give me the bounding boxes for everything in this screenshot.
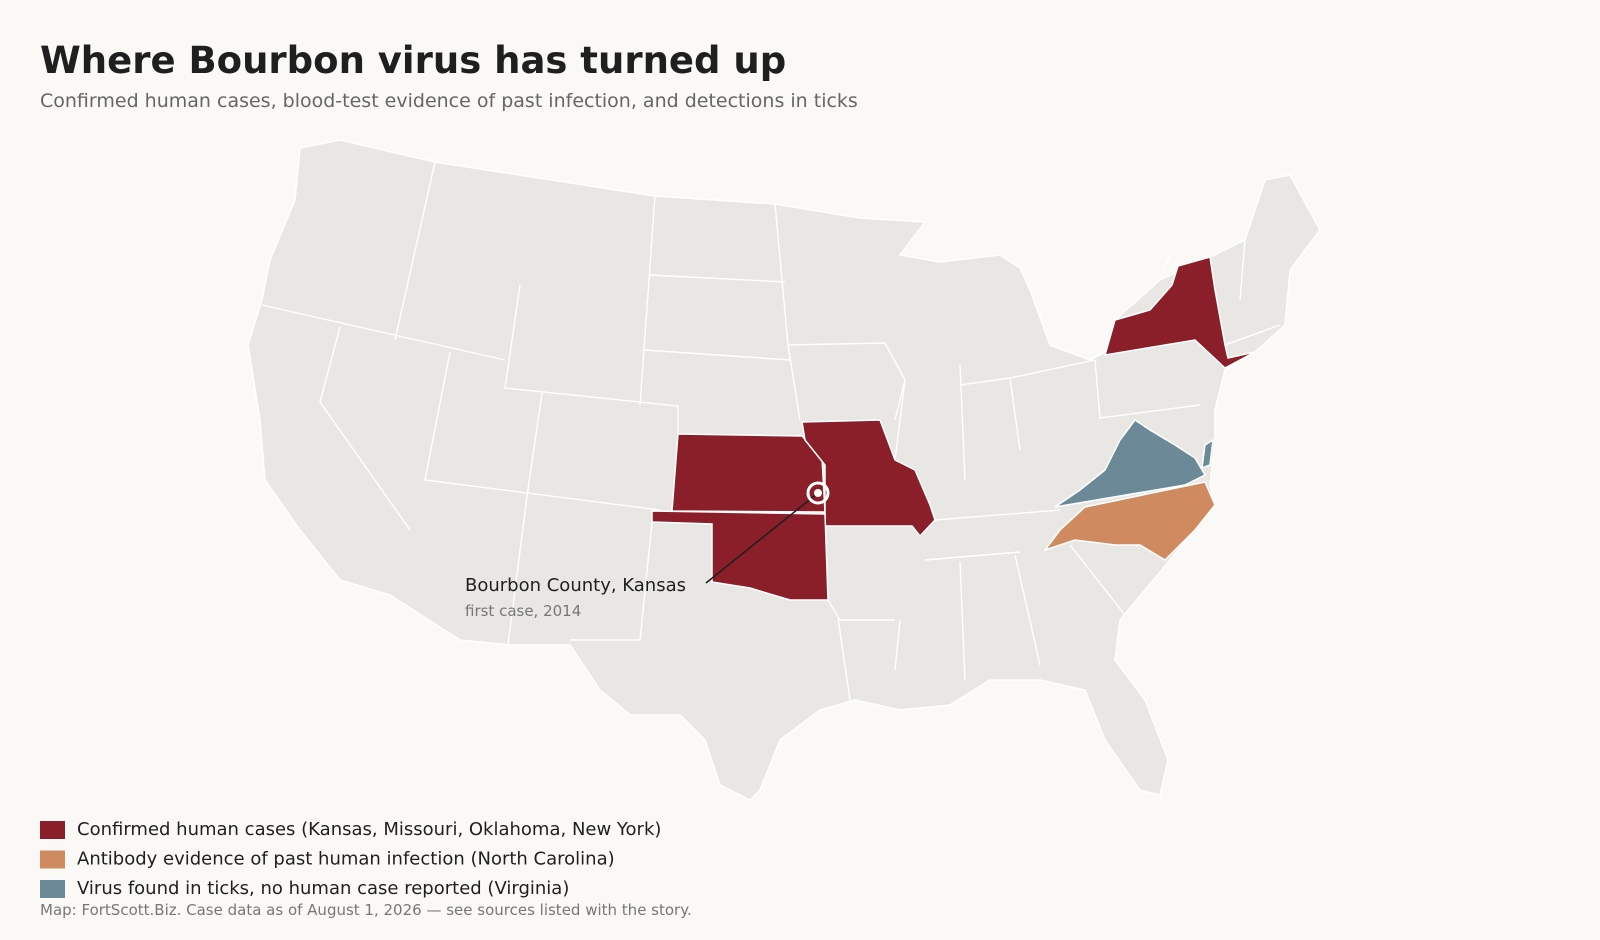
- map: Bourbon County, Kansas first case, 2014: [247, 139, 1321, 801]
- state-missouri: [801, 419, 936, 538]
- title: Where Bourbon virus has turned up: [40, 39, 786, 82]
- annotation-note: first case, 2014: [465, 602, 581, 620]
- legend: Confirmed human cases (Kansas, Missouri,…: [40, 819, 661, 899]
- subtitle: Confirmed human cases, blood-test eviden…: [40, 90, 858, 112]
- state-borders: [261, 161, 1281, 701]
- county-marker: [806, 481, 830, 505]
- legend-swatch: [40, 850, 65, 869]
- legend-swatch: [40, 821, 65, 839]
- leader-line: [705, 492, 819, 584]
- footer: Map: FortScott.Biz. Case data as of Augu…: [40, 901, 692, 919]
- legend-label: Antibody evidence of past human infectio…: [77, 849, 615, 870]
- legend-label: Virus found in ticks, no human case repo…: [77, 878, 569, 899]
- annotation-label: Bourbon County, Kansas: [465, 575, 686, 596]
- legend-label: Confirmed human cases (Kansas, Missouri,…: [77, 819, 661, 840]
- state-virginia: [1054, 418, 1207, 508]
- state-kansas: [671, 433, 826, 513]
- state-new-york: [1103, 256, 1256, 369]
- state-virginia-shore: [1201, 438, 1214, 470]
- state-north-carolina: [1042, 481, 1216, 561]
- legend-swatch: [40, 880, 65, 898]
- county-dot: [814, 489, 822, 497]
